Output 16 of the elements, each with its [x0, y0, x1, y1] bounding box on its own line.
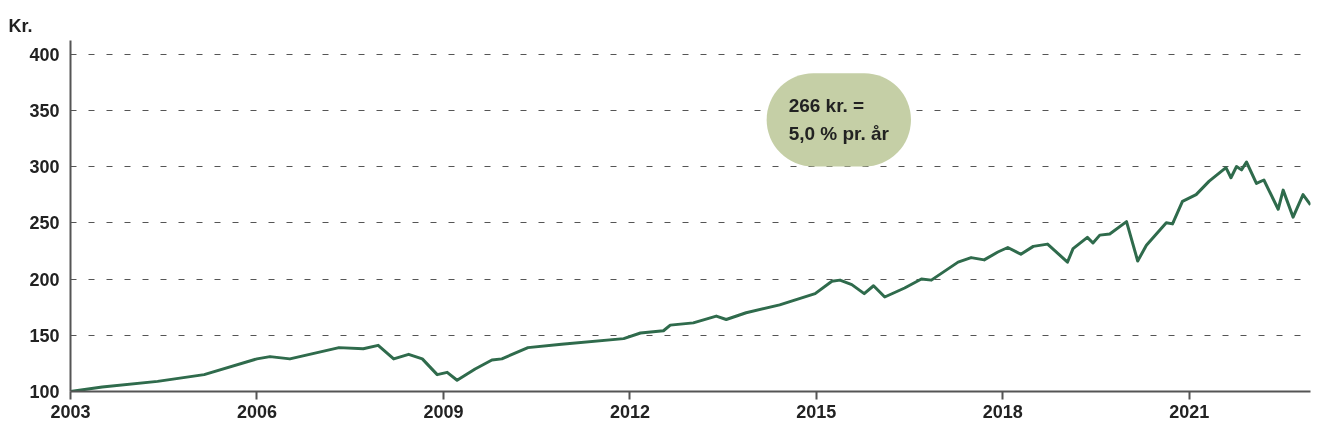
x-tick-label: 2012 — [609, 401, 650, 422]
y-tick-label: 150 — [29, 325, 60, 346]
y-tick-label: 100 — [29, 382, 60, 402]
x-tick-label: 2015 — [796, 401, 837, 422]
y-tick-label: 400 — [29, 44, 60, 65]
annotation: 266 kr. = 5,0 % pr. år — [788, 95, 890, 145]
x-tick-label: 2009 — [423, 401, 464, 422]
x-tick-label: 2006 — [236, 401, 277, 422]
y-tick-label: 250 — [29, 213, 60, 234]
y-tick-label: 350 — [29, 100, 60, 121]
x-tick-label: 2021 — [1169, 401, 1210, 422]
y-tick-label: 300 — [29, 157, 60, 177]
x-tick-label: 2018 — [982, 401, 1023, 422]
y-axis-title: Kr. — [8, 15, 33, 36]
x-tick-label: 2003 — [50, 401, 91, 422]
y-tick-label: 200 — [29, 269, 60, 290]
